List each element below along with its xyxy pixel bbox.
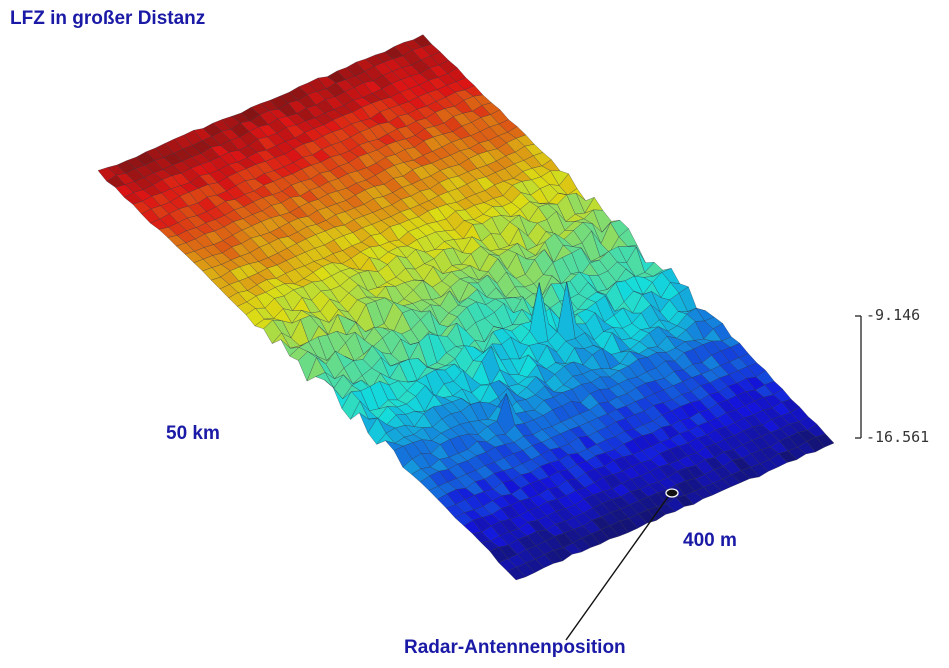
z-tick-min: -16.561	[866, 428, 930, 446]
z-tick-max: -9.146	[866, 306, 921, 324]
surface-mesh	[97, 34, 835, 581]
chart-title: LFZ in großer Distanz	[10, 8, 206, 29]
x-extent-label: 50 km	[166, 423, 220, 444]
z-axis	[855, 315, 862, 439]
annotation-label: Radar-Antennenposition	[404, 637, 626, 658]
antenna-marker	[565, 488, 679, 641]
surface-cell	[815, 433, 835, 448]
y-extent-label: 400 m	[683, 530, 737, 551]
